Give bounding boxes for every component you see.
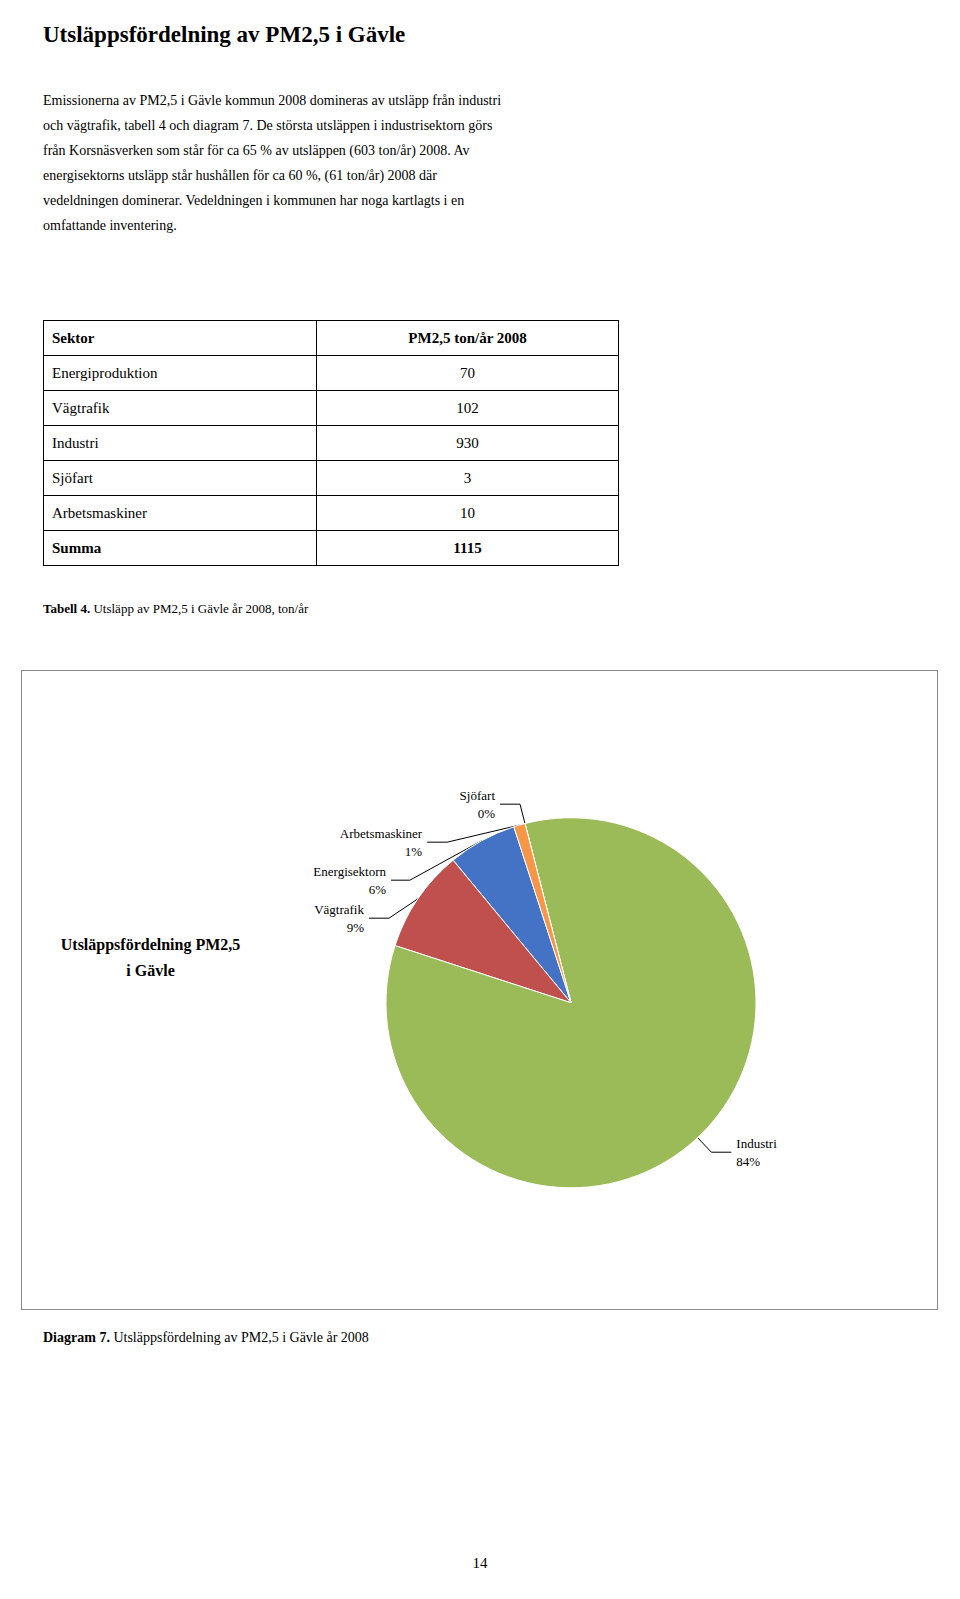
svg-text:Sjöfart: Sjöfart (460, 788, 496, 803)
svg-text:Utsläppsfördelning PM2,5: Utsläppsfördelning PM2,5 (61, 936, 241, 954)
html-text:Utsläppsfördelning av PM2,5 i: Utsläppsfördelning av PM2,5 i Gävle (43, 22, 406, 47)
html-text:Tabell 4. Utsläpp av PM2,5 i G: Tabell 4. Utsläpp av PM2,5 i Gävle år 20… (43, 601, 309, 616)
html-text:Sektor: Sektor (52, 329, 95, 346)
svg-text:i Gävle: i Gävle (126, 962, 174, 979)
html-text:1115: 1115 (453, 539, 482, 556)
html-text:och vägtrafik, tabell 4 och di: och vägtrafik, tabell 4 och diagram 7. D… (43, 118, 493, 133)
svg-text:Energisektorn: Energisektorn (313, 864, 386, 879)
svg-text:Arbetsmaskiner: Arbetsmaskiner (340, 826, 423, 841)
svg-text:1%: 1% (405, 844, 423, 859)
html-text:Emissionerna av PM2,5 i Gävle: Emissionerna av PM2,5 i Gävle kommun 200… (43, 93, 501, 108)
html-text:Diagram 7. Utsläppsfördelning: Diagram 7. Utsläppsfördelning av PM2,5 i… (43, 1330, 369, 1345)
html-text:14: 14 (472, 1555, 488, 1571)
html-text:energisektorns utsläpp står hu: energisektorns utsläpp står hushållen fö… (43, 168, 437, 183)
html-text:Energiproduktion: Energiproduktion (52, 364, 158, 381)
html-text:omfattande inventering.: omfattande inventering. (43, 218, 177, 233)
html-text:Industri: Industri (52, 434, 99, 451)
html-text:Sjöfart: Sjöfart (52, 469, 93, 486)
html-text:10: 10 (460, 504, 475, 521)
svg-text:Industri: Industri (736, 1136, 777, 1151)
html-text:102: 102 (456, 399, 479, 416)
html-text:Vägtrafik: Vägtrafik (52, 399, 110, 416)
html-text:Summa: Summa (52, 539, 102, 556)
svg-text:6%: 6% (369, 882, 387, 897)
html-text:3: 3 (463, 469, 472, 486)
svg-text:Vägtrafik: Vägtrafik (314, 902, 364, 917)
svg-text:84%: 84% (736, 1154, 760, 1169)
svg-text:0%: 0% (478, 806, 496, 821)
svg-text:9%: 9% (347, 920, 365, 935)
html-text:Arbetsmaskiner: Arbetsmaskiner (52, 504, 147, 521)
html-text:70: 70 (460, 364, 475, 381)
html-text:vedeldningen dominerar. Vedeld: vedeldningen dominerar. Vedeldningen i k… (43, 193, 465, 208)
html-text:930: 930 (456, 434, 479, 451)
html-text:PM2,5 ton/år 2008: PM2,5 ton/år 2008 (408, 329, 527, 346)
html-text:från Korsnäsverken som står fö: från Korsnäsverken som står för ca 65 % … (43, 143, 470, 158)
